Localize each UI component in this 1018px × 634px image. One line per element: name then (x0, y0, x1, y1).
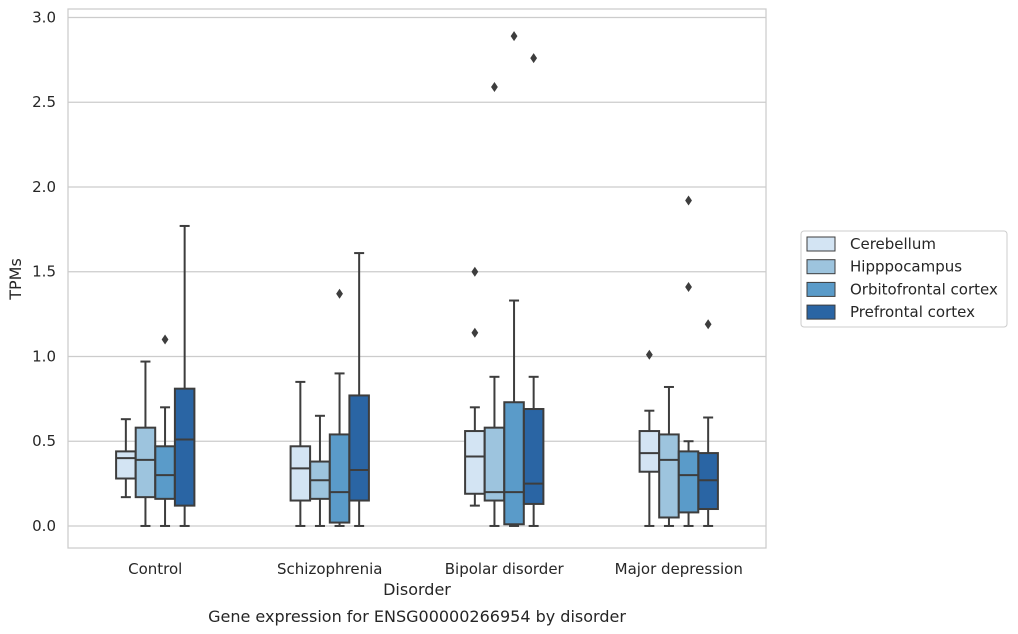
legend-swatch (806, 304, 836, 320)
box (638, 349, 661, 527)
legend-label: Prefrontal cortex (850, 303, 975, 321)
legend-swatch (806, 281, 836, 297)
box (134, 360, 157, 527)
y-tick-label: 0.0 (32, 517, 56, 535)
box (697, 319, 719, 527)
y-tick-label: 1.5 (32, 263, 56, 281)
box-marks (115, 31, 719, 527)
x-tick-label: Schizophrenia (277, 560, 382, 578)
box-body (173, 387, 196, 507)
plot-frame (67, 8, 767, 549)
box (289, 380, 312, 527)
legend-swatch (806, 236, 836, 252)
legend: Cerebellum Hipppocampus Orbitofrontal cort… (800, 230, 1008, 328)
box (173, 224, 196, 527)
y-tick-label: 2.0 (32, 178, 56, 196)
box (328, 288, 351, 527)
outlier-point (530, 53, 538, 64)
legend-label: Orbitofrontal cortex (850, 280, 998, 298)
box (503, 31, 525, 527)
box-body (115, 450, 137, 480)
legend-label: Hipppocampus (850, 258, 962, 276)
y-tick-label: 2.5 (32, 93, 56, 111)
legend-swatch (806, 259, 836, 275)
box (115, 418, 137, 499)
y-axis-label: TPMs (6, 258, 25, 301)
box (522, 53, 545, 527)
y-tick-label: 3.0 (32, 8, 56, 26)
x-tick-labels: Control Schizophrenia Bipolar disorder Majo… (128, 560, 743, 578)
outlier-point (510, 31, 518, 42)
y-tick-labels: 0.0 0.5 1.0 1.5 2.0 2.5 3.0 (32, 8, 56, 534)
x-tick-label: Bipolar disorder (445, 560, 565, 578)
outlier-point (685, 195, 692, 206)
box (464, 266, 486, 507)
box-body (289, 445, 312, 502)
box-body (677, 450, 700, 514)
outlier-point (685, 281, 692, 292)
box-body (464, 430, 486, 495)
box (658, 385, 680, 527)
box (348, 252, 370, 527)
box-body (328, 433, 351, 524)
outlier-point (491, 81, 498, 92)
box (483, 81, 506, 527)
x-tick-label: Control (128, 560, 182, 578)
box-body (522, 408, 545, 505)
box-body (134, 426, 157, 499)
legend-frame (800, 230, 1008, 328)
chart-title: Gene expression for ENSG00000266954 by d… (208, 607, 626, 626)
box-body (638, 430, 661, 473)
x-axis-label: Disorder (383, 580, 451, 599)
legend-label: Cerebellum (850, 235, 936, 253)
x-tick-label: Major depression (615, 560, 743, 578)
y-tick-label: 0.5 (32, 432, 56, 450)
outlier-point (471, 266, 479, 277)
box (154, 334, 176, 527)
box (677, 195, 700, 527)
outlier-point (645, 349, 653, 360)
outlier-point (471, 327, 479, 338)
box-body (348, 394, 370, 502)
outlier-point (161, 334, 169, 345)
box-body (503, 401, 525, 526)
y-tick-label: 1.0 (32, 347, 56, 365)
outlier-point (336, 288, 343, 299)
box (309, 414, 331, 527)
box-body (483, 426, 506, 502)
outlier-point (704, 319, 712, 330)
box-body (154, 445, 176, 500)
box-body (658, 433, 680, 519)
